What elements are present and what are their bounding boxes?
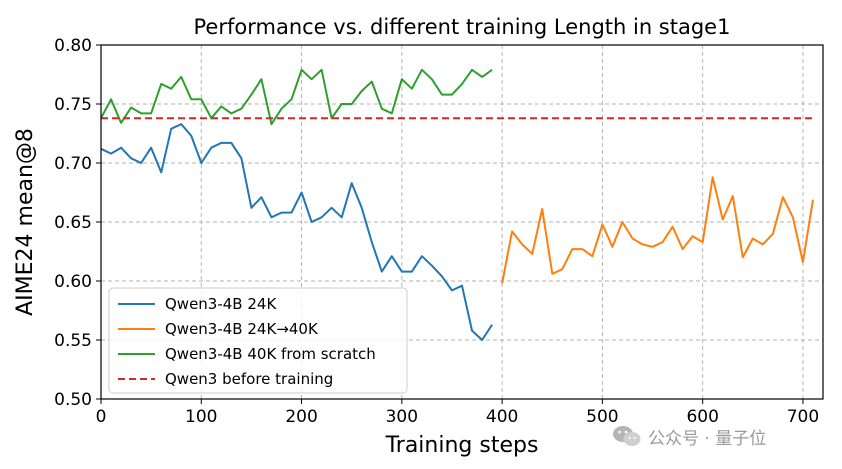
- x-tick-label: 400: [486, 407, 518, 427]
- watermark: 公众号 · 量子位: [612, 420, 766, 452]
- y-tick-label: 0.55: [54, 331, 92, 351]
- ticks: 0 100 200 300 400 500 600 700 0.50 0.55 0.60 0.65 0.…: [54, 36, 819, 427]
- legend: Qwen3-4B 24K Qwen3-4B 24K→40K Qwen3-4B 40K…: [108, 287, 408, 394]
- x-tick-label: 300: [386, 407, 418, 427]
- wechat-icon: [613, 426, 641, 446]
- x-tick-label: 700: [787, 407, 819, 427]
- y-axis-label: AIME24 mean@8: [13, 128, 38, 316]
- x-tick-label: 500: [586, 407, 618, 427]
- series-line-1: [100, 123, 493, 341]
- y-tick-label: 0.80: [54, 36, 92, 56]
- legend-label-2: Qwen3-4B 24K→40K: [165, 320, 319, 338]
- chart-title: Performance vs. different training Lengt…: [194, 15, 731, 39]
- x-tick-label: 100: [185, 407, 217, 427]
- y-tick-label: 0.60: [54, 272, 92, 292]
- y-tick-label: 0.70: [54, 154, 92, 174]
- y-tick-label: 0.75: [54, 95, 92, 115]
- legend-label-1: Qwen3-4B 24K: [165, 295, 277, 313]
- x-tick-label: 600: [686, 407, 718, 427]
- legend-label-3: Qwen3-4B 40K from scratch: [165, 345, 376, 363]
- x-tick-label: 200: [285, 407, 317, 427]
- x-axis-label: Training steps: [385, 433, 539, 458]
- x-tick-label: 0: [96, 407, 107, 427]
- series-line-3: [100, 68, 493, 126]
- y-tick-label: 0.50: [54, 390, 92, 410]
- y-tick-label: 0.65: [54, 213, 92, 233]
- watermark-text: 公众号 · 量子位: [648, 428, 767, 449]
- series-line-2: [501, 176, 814, 284]
- legend-box: [108, 287, 408, 394]
- series-layer: [100, 68, 814, 341]
- legend-label-4: Qwen3 before training: [165, 370, 333, 388]
